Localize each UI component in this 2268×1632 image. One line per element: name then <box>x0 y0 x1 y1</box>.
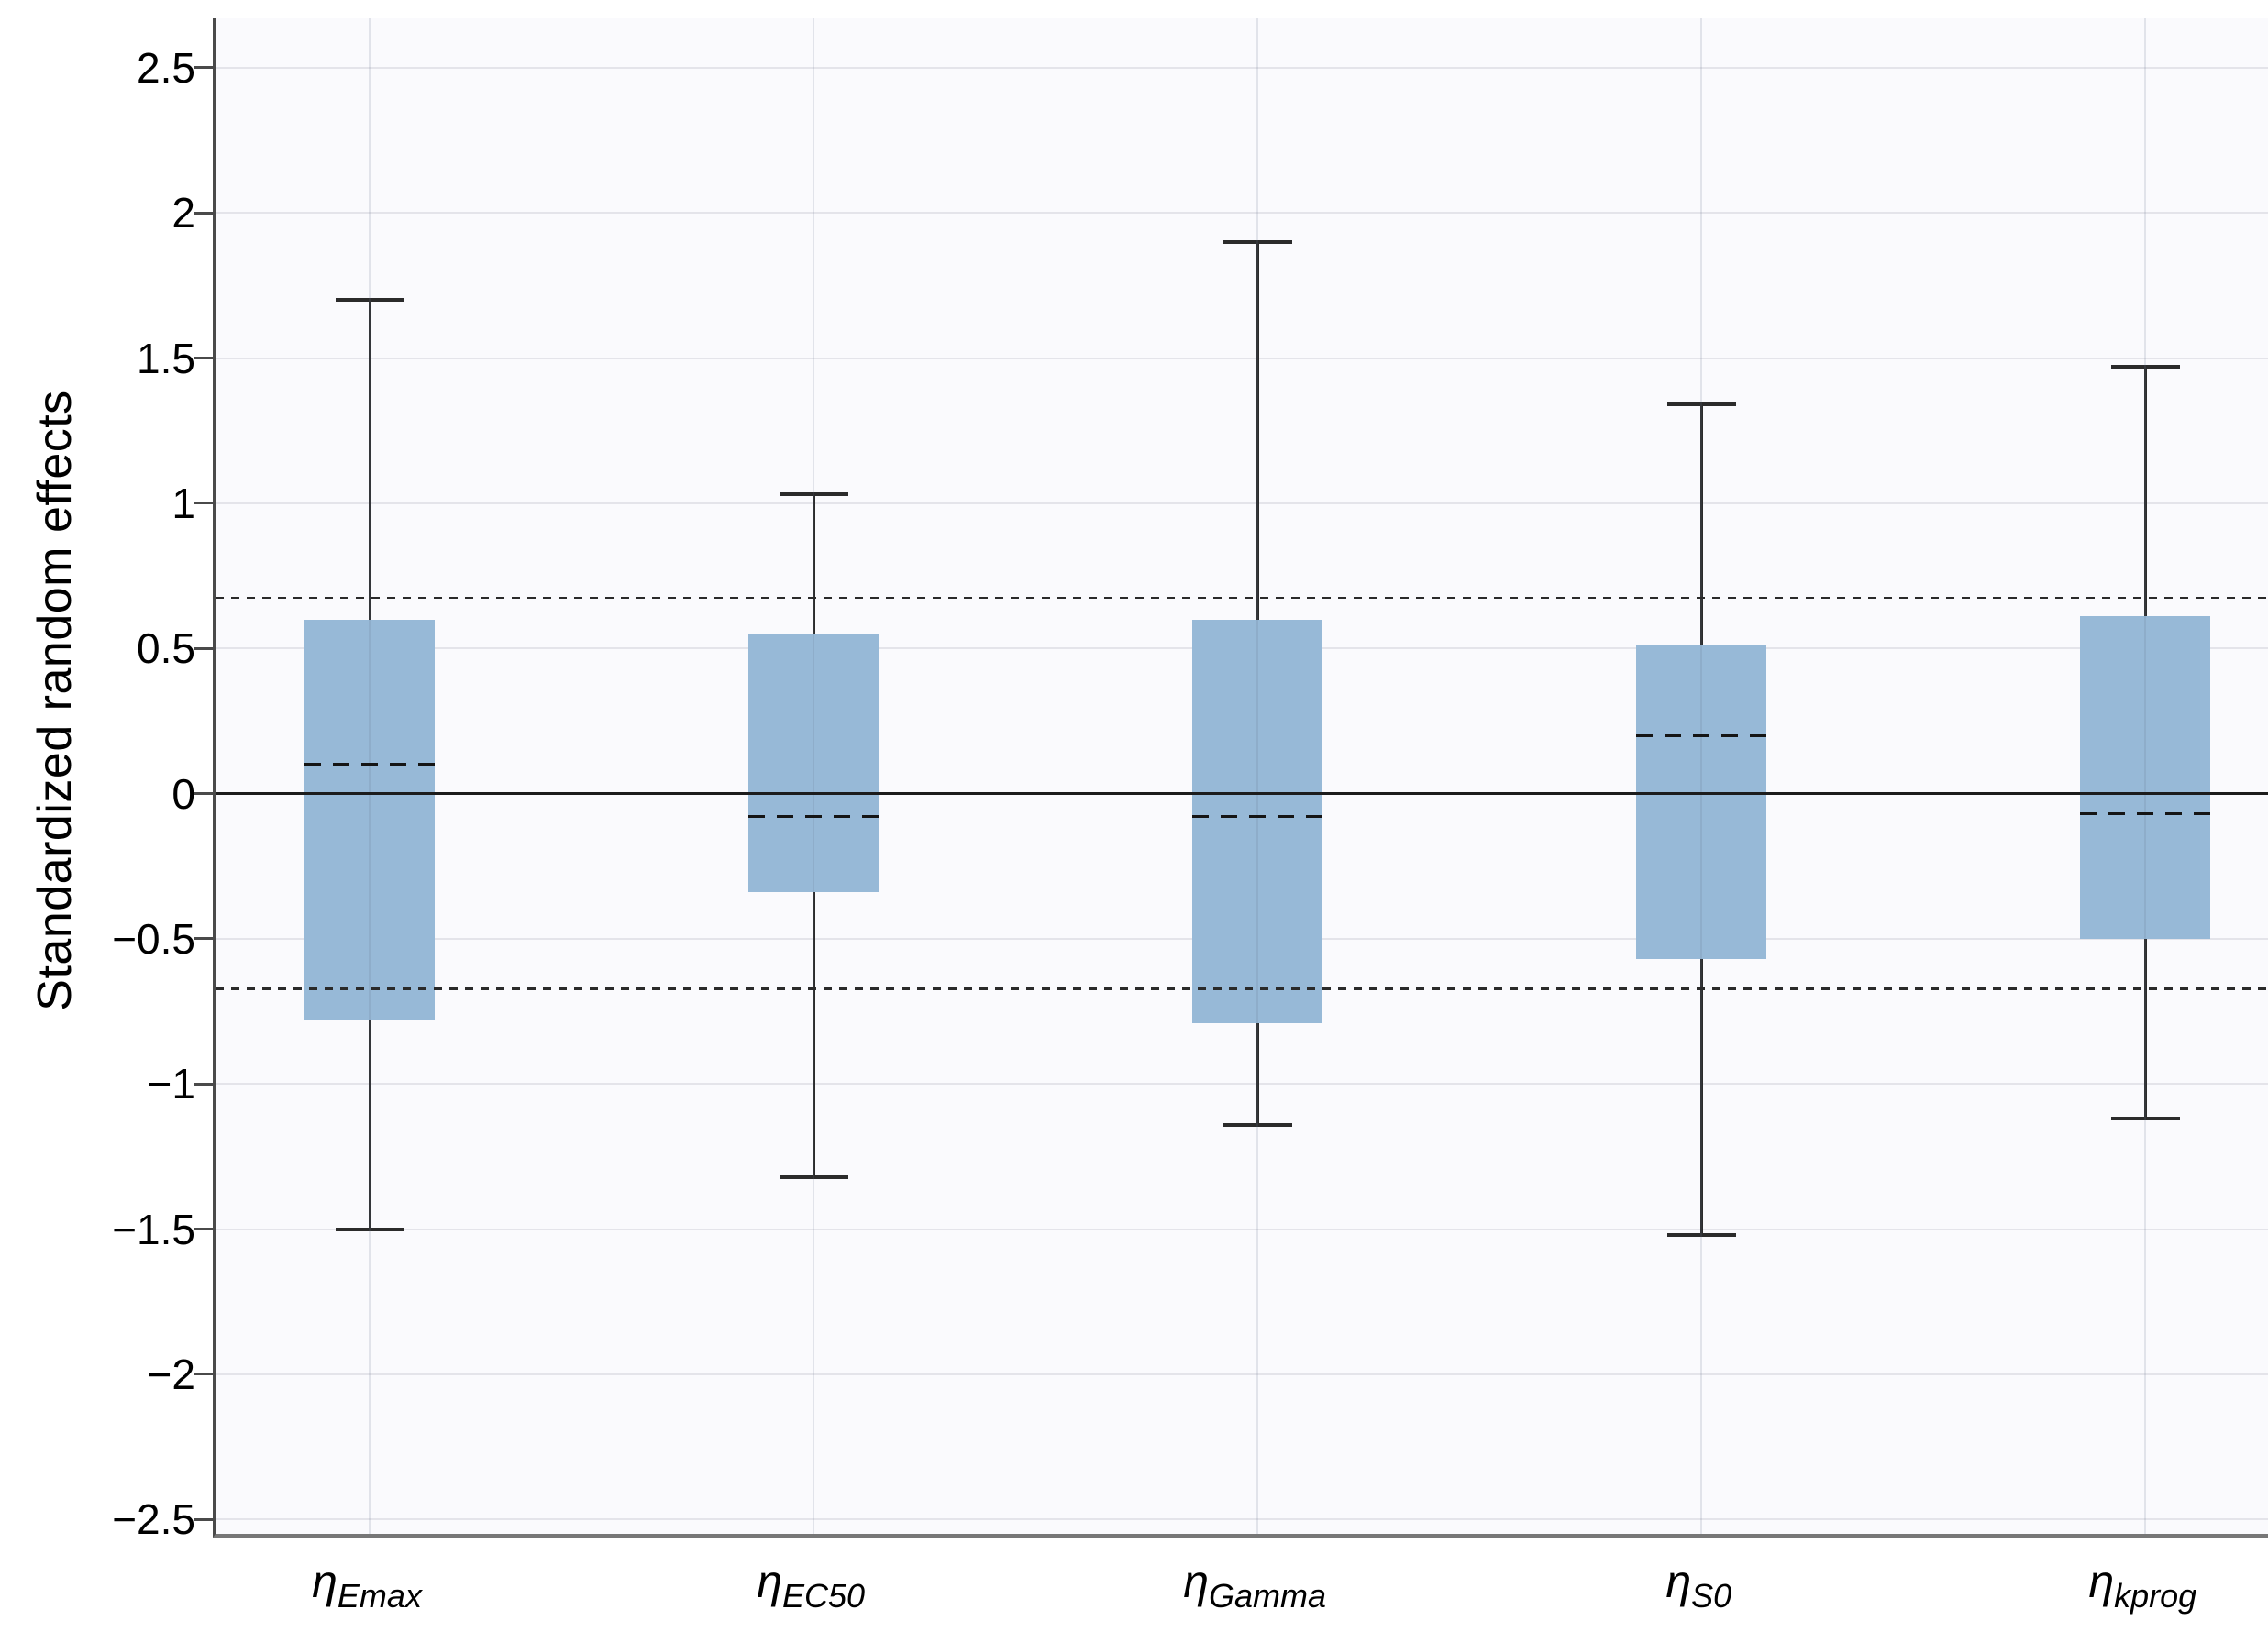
y-tick-mark <box>194 66 213 70</box>
eta-symbol: η <box>1183 1556 1210 1607</box>
iqr-box <box>1636 645 1767 959</box>
whisker-cap-bottom <box>335 1227 404 1231</box>
plot-area <box>213 18 2268 1538</box>
y-gridline <box>216 1228 2268 1230</box>
eta-subscript: Gamma <box>1209 1577 1327 1615</box>
y-tick-mark <box>194 357 213 359</box>
whisker-cap-top <box>335 298 404 303</box>
eta-subscript: kprog <box>2114 1577 2197 1615</box>
y-gridline <box>216 66 2268 69</box>
x-label-Emax: ηEmax <box>229 1555 504 1613</box>
y-tick-label: 1 <box>171 479 195 527</box>
y-tick-label: 0.5 <box>137 624 195 673</box>
eta-subscript: EC50 <box>781 1577 866 1615</box>
y-gridline <box>216 212 2268 215</box>
y-tick-label: 2 <box>171 189 195 237</box>
x-label-Gamma: ηGamma <box>1117 1555 1392 1613</box>
whisker-cap-bottom <box>1666 1232 1736 1237</box>
x-gridline <box>1256 18 1259 1534</box>
y-gridline <box>216 1373 2268 1375</box>
iqr-box <box>2080 616 2211 939</box>
y-tick-mark <box>194 211 213 215</box>
eta-subscript: S0 <box>1691 1577 1732 1615</box>
iqr-box <box>748 634 880 893</box>
y-tick-label: −2 <box>147 1350 195 1398</box>
whisker-cap-top <box>1223 239 1292 244</box>
y-gridline <box>216 1083 2268 1086</box>
y-tick-mark <box>194 646 213 650</box>
whisker-cap-bottom <box>2110 1117 2180 1121</box>
y-tick-label: −1.5 <box>112 1205 195 1253</box>
eta-symbol: η <box>312 1556 337 1607</box>
y-tick-mark <box>194 1517 213 1521</box>
y-tick-label: −1 <box>147 1060 195 1108</box>
whisker-cap-bottom <box>779 1174 848 1179</box>
median-dashed-line <box>748 815 880 819</box>
median-dashed-line <box>1192 815 1323 819</box>
zero-reference-line <box>216 792 2268 795</box>
whisker-cap-top <box>1666 402 1736 407</box>
eta-symbol: η <box>1665 1556 1692 1607</box>
median-dashed-line <box>304 763 436 766</box>
x-gridline <box>369 18 371 1534</box>
quartile-reference-line <box>216 987 2268 990</box>
y-tick-mark <box>194 792 213 795</box>
eta-symbol: η <box>757 1556 782 1607</box>
x-gridline <box>813 18 815 1534</box>
y-gridline <box>216 357 2268 359</box>
y-tick-label: 0 <box>171 769 195 818</box>
iqr-box <box>1192 619 1323 1023</box>
y-gridline <box>216 502 2268 504</box>
eta-symbol: η <box>2088 1556 2115 1607</box>
y-tick-label: −0.5 <box>112 914 195 963</box>
y-tick-mark <box>194 502 213 505</box>
y-tick-label: −2.5 <box>112 1495 195 1544</box>
y-gridline <box>216 1518 2268 1521</box>
y-tick-label: 2.5 <box>137 43 195 92</box>
median-dashed-line <box>1636 733 1767 737</box>
y-tick-label: 1.5 <box>137 334 195 382</box>
iqr-box <box>304 619 436 1020</box>
whisker-cap-bottom <box>1223 1122 1292 1127</box>
y-tick-mark <box>194 1228 213 1230</box>
median-dashed-line <box>2080 812 2211 816</box>
y-tick-mark <box>194 937 213 941</box>
x-label-EC50: ηEC50 <box>673 1555 948 1613</box>
x-label-kprog: ηkprog <box>2005 1555 2268 1613</box>
whisker-cap-top <box>2110 365 2180 369</box>
x-gridline <box>2144 18 2147 1534</box>
whisker-cap-top <box>779 492 848 497</box>
eta-subscript: Emax <box>337 1577 422 1615</box>
y-tick-mark <box>194 1373 213 1376</box>
y-tick-mark <box>194 1082 213 1086</box>
x-label-S0: ηS0 <box>1561 1555 1836 1613</box>
x-gridline <box>1700 18 1703 1534</box>
quartile-reference-line <box>216 596 2268 600</box>
